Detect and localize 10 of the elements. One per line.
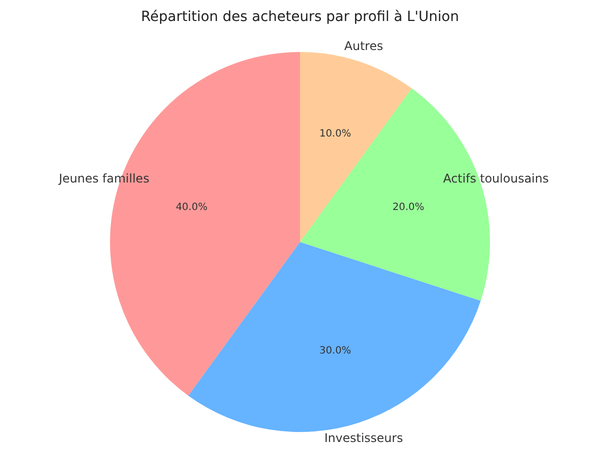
slice-label: Jeunes familles (58, 171, 150, 186)
data-label: 30.0% (319, 345, 352, 356)
data-label: 40.0% (176, 202, 208, 213)
chart-title: Répartition des acheteurs par profil à L'Union (141, 9, 459, 25)
data-label: 10.0% (319, 128, 352, 140)
data-label: 20.0% (392, 202, 424, 213)
slice-label: Investisseurs (324, 430, 403, 445)
pie-slice (188, 242, 481, 432)
slice-label: Actifs toulousains (443, 171, 549, 186)
slice-label: Autres (344, 39, 384, 54)
